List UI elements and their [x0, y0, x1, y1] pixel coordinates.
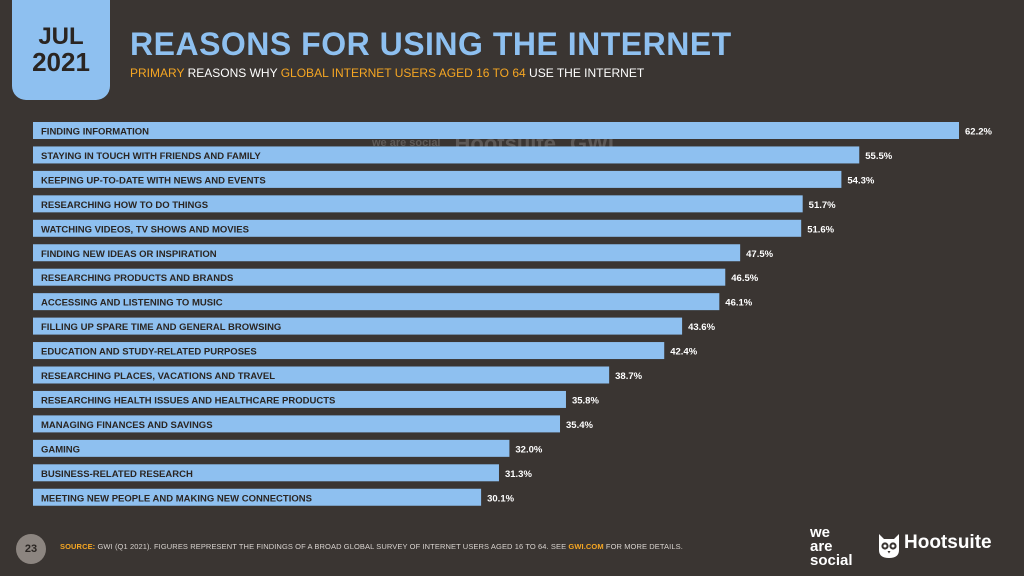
hootsuite-logo-text: Hootsuite: [904, 532, 992, 553]
category-label: RESEARCHING HEALTH ISSUES AND HEALTHCARE…: [41, 395, 335, 406]
category-label: FILLING UP SPARE TIME AND GENERAL BROWSI…: [41, 322, 281, 333]
date-year: 2021: [32, 46, 90, 77]
bar: [33, 244, 741, 262]
bar: [33, 195, 803, 213]
value-label: 43.6%: [688, 322, 715, 333]
bar: [33, 439, 510, 457]
bar: [33, 268, 726, 286]
value-label: 54.3%: [847, 175, 874, 186]
source-note: SOURCE: GWI (Q1 2021). FIGURES REPRESENT…: [60, 542, 683, 551]
value-label: 62.2%: [965, 127, 992, 138]
value-label: 42.4%: [670, 347, 697, 358]
bar: [33, 366, 610, 384]
logo-line-are: are: [810, 537, 833, 555]
value-label: 55.5%: [865, 151, 892, 162]
page-number: 23: [16, 534, 46, 564]
bar: [33, 122, 959, 139]
source-label: SOURCE:: [60, 542, 96, 551]
bar: [33, 415, 561, 433]
source-link[interactable]: GWI.COM: [568, 542, 604, 551]
date-month: JUL: [38, 22, 84, 50]
category-label: ACCESSING AND LISTENING TO MUSIC: [41, 298, 223, 309]
category-label: RESEARCHING PRODUCTS AND BRANDS: [41, 273, 233, 284]
value-label: 30.1%: [487, 493, 514, 504]
value-label: 47.5%: [746, 249, 773, 260]
source-end: FOR MORE DETAILS.: [603, 542, 683, 551]
bar: [33, 488, 482, 506]
bar: [33, 317, 683, 335]
we-are-social-logo: we are social: [810, 524, 853, 569]
category-label: MEETING NEW PEOPLE AND MAKING NEW CONNEC…: [41, 493, 312, 504]
date-badge: JUL 2021: [12, 0, 110, 100]
page-subtitle: PRIMARY REASONS WHY GLOBAL INTERNET USER…: [130, 66, 644, 80]
value-label: 51.6%: [807, 224, 834, 235]
category-label: KEEPING UP-TO-DATE WITH NEWS AND EVENTS: [41, 175, 266, 186]
owl-icon: [879, 534, 899, 558]
value-label: 35.4%: [566, 420, 593, 431]
category-label: STAYING IN TOUCH WITH FRIENDS AND FAMILY: [41, 151, 261, 162]
source-text: GWI (Q1 2021). FIGURES REPRESENT THE FIN…: [95, 542, 569, 551]
category-label: GAMING: [41, 444, 80, 455]
value-label: 35.8%: [572, 395, 599, 406]
category-label: MANAGING FINANCES AND SAVINGS: [41, 420, 213, 431]
bar: [33, 293, 720, 311]
bar: [33, 146, 860, 164]
bar: [33, 170, 842, 188]
subtitle-primary: PRIMARY: [130, 66, 185, 80]
page-title: REASONS FOR USING THE INTERNET: [130, 26, 732, 62]
logo-line-social: social: [810, 551, 853, 569]
category-label: RESEARCHING PLACES, VACATIONS AND TRAVEL: [41, 371, 275, 382]
bar: [33, 464, 499, 482]
value-label: 51.7%: [809, 200, 836, 211]
subtitle-reasons: REASONS WHY: [184, 66, 281, 80]
category-label: RESEARCHING HOW TO DO THINGS: [41, 200, 208, 211]
subtitle-end: USE THE INTERNET: [525, 66, 645, 80]
category-label: WATCHING VIDEOS, TV SHOWS AND MOVIES: [41, 224, 249, 235]
bar: [33, 342, 665, 360]
category-label: EDUCATION AND STUDY-RELATED PURPOSES: [41, 347, 257, 358]
value-label: 31.3%: [505, 469, 532, 480]
value-label: 46.5%: [731, 273, 758, 284]
value-label: 38.7%: [615, 371, 642, 382]
category-label: BUSINESS-RELATED RESEARCH: [41, 469, 193, 480]
category-label: FINDING INFORMATION: [41, 127, 149, 138]
logo-line-we: we: [810, 524, 831, 541]
value-label: 46.1%: [725, 298, 752, 309]
value-label: 32.0%: [515, 444, 542, 455]
bar: [33, 390, 566, 408]
bar: [33, 219, 802, 237]
subtitle-audience: GLOBAL INTERNET USERS AGED 16 TO 64: [280, 66, 526, 80]
category-label: FINDING NEW IDEAS OR INSPIRATION: [41, 249, 217, 260]
